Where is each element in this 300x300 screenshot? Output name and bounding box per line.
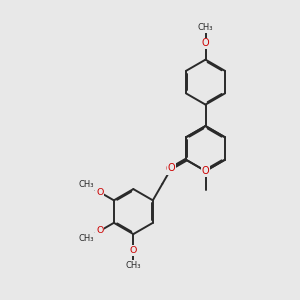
Text: O: O [166, 164, 173, 174]
Text: CH₃: CH₃ [198, 23, 213, 32]
Text: CH₃: CH₃ [79, 180, 94, 189]
Text: CH₃: CH₃ [126, 261, 141, 270]
Text: O: O [130, 246, 137, 255]
Text: CH₃: CH₃ [79, 234, 94, 243]
Text: O: O [202, 38, 209, 48]
Text: O: O [96, 188, 103, 197]
Text: O: O [168, 163, 175, 173]
Text: O: O [96, 226, 103, 236]
Text: O: O [202, 166, 209, 176]
